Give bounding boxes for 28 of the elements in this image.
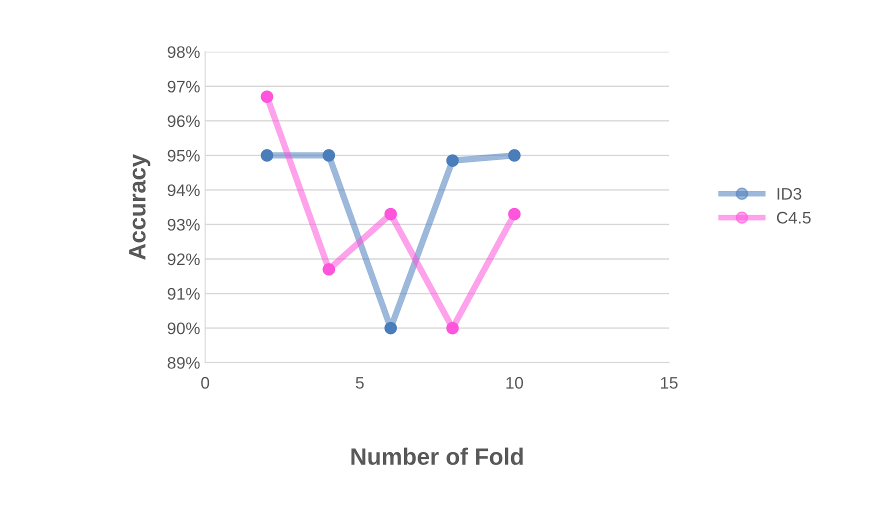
point	[322, 263, 336, 276]
y-axis-title: Accuracy	[129, 154, 150, 260]
y-tick-label: 98%	[168, 46, 200, 58]
point	[322, 149, 336, 162]
x-tick-label: 15	[661, 377, 678, 389]
x-tick-label: 5	[356, 377, 364, 389]
point	[446, 322, 459, 334]
y-tick-label: 90%	[168, 322, 200, 334]
point	[260, 149, 274, 162]
point	[508, 149, 521, 162]
point	[384, 322, 397, 334]
point	[260, 90, 274, 103]
y-tick-label: 96%	[168, 115, 200, 128]
x-axis-title: Number of Fold	[351, 448, 523, 465]
y-tick-label: 94%	[168, 184, 200, 196]
x-tick-label: 10	[506, 376, 524, 389]
legend-label: C4.5	[776, 212, 811, 224]
legend-label: ID3	[778, 188, 802, 200]
y-tick-label: 97%	[168, 80, 200, 93]
y-tick-label: 91%	[168, 288, 200, 300]
point	[384, 208, 397, 220]
y-tick-label: 95%	[168, 150, 200, 162]
point	[446, 154, 459, 167]
x-tick-label: 0	[201, 376, 210, 389]
y-tick-label: 92%	[168, 253, 200, 266]
y-tick-label: 93%	[168, 218, 200, 231]
point	[508, 208, 521, 220]
y-tick-label: 89%	[168, 357, 200, 369]
